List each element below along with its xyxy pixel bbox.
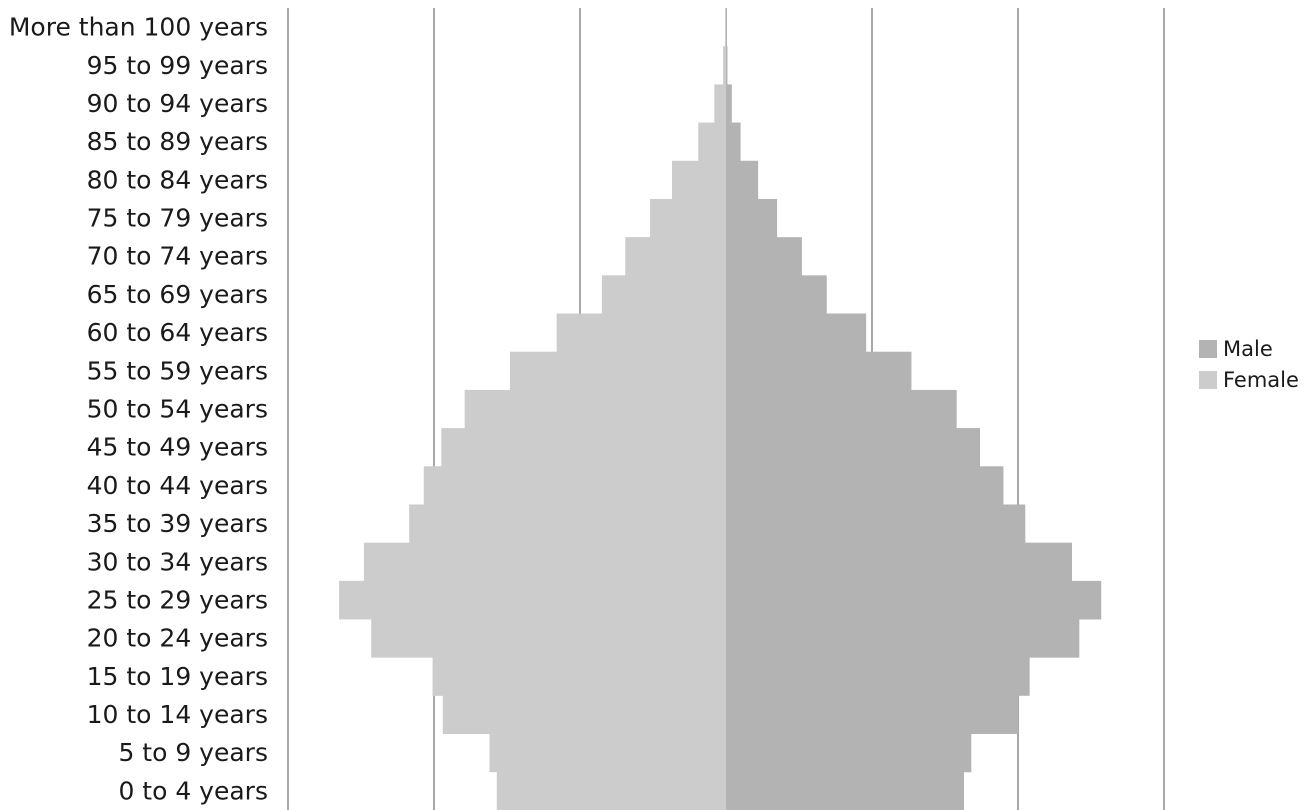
category-label: 40 to 44 years (87, 471, 268, 500)
category-label: 10 to 14 years (87, 700, 268, 729)
bar-male-4 (726, 619, 1080, 658)
bar-female-16 (671, 160, 726, 200)
category-label: 80 to 84 years (87, 165, 268, 194)
bar-male-5 (726, 580, 1102, 620)
bar-female-5 (339, 580, 726, 620)
bar-female-2 (442, 695, 726, 735)
bar-female-3 (432, 657, 726, 696)
bar-female-18 (714, 84, 726, 123)
bar-male-11 (726, 351, 912, 391)
category-label: 20 to 24 years (87, 624, 268, 653)
category-label: 45 to 49 years (87, 433, 268, 462)
bar-male-18 (726, 84, 732, 123)
category-label: 30 to 34 years (87, 547, 268, 576)
category-labels: 0 to 4 years 5 to 9 years 10 to 14 years 15… (9, 13, 268, 806)
bars (339, 8, 1102, 810)
bar-female-20 (725, 8, 726, 47)
category-label: More than 100 years (9, 13, 268, 42)
legend-swatch-male (1199, 340, 1217, 358)
bar-female-14 (625, 237, 726, 276)
bar-female-19 (723, 46, 726, 85)
category-label: 55 to 59 years (87, 356, 268, 385)
legend: Male Female (1199, 337, 1299, 392)
bar-male-16 (726, 160, 759, 200)
category-label: 5 to 9 years (118, 738, 268, 767)
bar-male-14 (726, 237, 802, 276)
bar-female-6 (363, 542, 726, 582)
bar-male-8 (726, 466, 1004, 505)
category-label: 65 to 69 years (87, 280, 268, 309)
bar-male-20 (726, 8, 727, 47)
category-label: 95 to 99 years (87, 51, 268, 80)
bar-female-7 (409, 504, 726, 544)
legend-label-female: Female (1223, 368, 1299, 392)
bar-female-8 (423, 466, 726, 505)
bar-female-15 (650, 198, 726, 238)
category-label: 60 to 64 years (87, 318, 268, 347)
bar-male-3 (726, 657, 1030, 696)
category-label: 70 to 74 years (87, 242, 268, 271)
bar-male-9 (726, 428, 981, 467)
category-label: 50 to 54 years (87, 395, 268, 424)
bar-male-19 (726, 46, 728, 85)
bar-male-10 (726, 389, 957, 429)
category-label: 25 to 29 years (87, 585, 268, 614)
bar-female-9 (441, 428, 726, 467)
bar-male-1 (726, 733, 972, 773)
bar-female-12 (556, 313, 726, 353)
bar-male-13 (726, 275, 827, 314)
bar-male-0 (726, 771, 964, 810)
bar-female-13 (601, 275, 726, 314)
bar-male-7 (726, 504, 1026, 544)
bar-female-10 (464, 389, 726, 429)
legend-label-male: Male (1223, 337, 1273, 361)
bar-male-15 (726, 198, 778, 238)
category-label: 85 to 89 years (87, 127, 268, 156)
bar-female-11 (509, 351, 726, 391)
bar-male-6 (726, 542, 1073, 582)
category-label: 75 to 79 years (87, 204, 268, 233)
bar-male-12 (726, 313, 867, 353)
legend-swatch-female (1199, 371, 1217, 389)
category-label: 15 to 19 years (87, 662, 268, 691)
category-label: 90 to 94 years (87, 89, 268, 118)
bar-female-1 (489, 733, 726, 773)
bar-female-0 (496, 771, 726, 810)
bar-male-2 (726, 695, 1018, 735)
bar-male-17 (726, 122, 741, 162)
bar-female-4 (371, 619, 726, 658)
category-label: 35 to 39 years (87, 509, 268, 538)
bar-female-17 (698, 122, 726, 162)
category-label: 0 to 4 years (118, 776, 268, 805)
